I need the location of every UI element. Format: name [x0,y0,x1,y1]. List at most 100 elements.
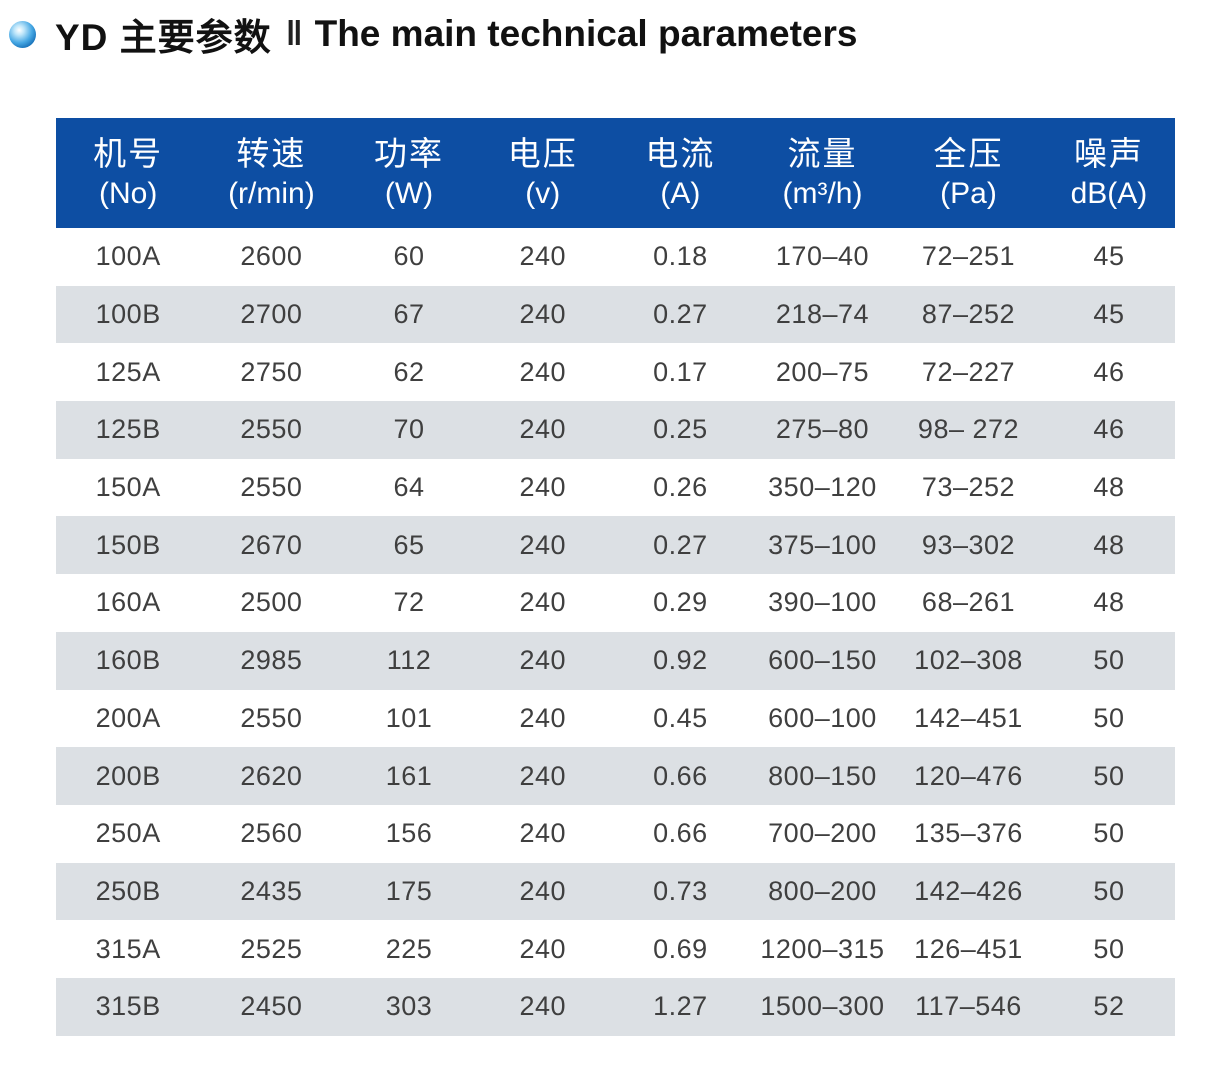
table-cell: 240 [519,241,567,272]
column-header-zh: 全压 [933,134,1004,172]
table-cell: 126–451 [914,933,1023,964]
title-english: The main technical parameters [314,13,858,54]
table-cell: 125B [95,414,161,445]
table-row: 100B 2700 67 240 0.27 218–74 87–252 45 [56,285,1175,344]
column-header-unit: (r/min) [228,176,315,210]
table-cell: 0.25 [653,414,708,445]
table-cell: 240 [519,472,567,503]
table-cell: 50 [1093,875,1125,906]
table-cell: 200B [95,760,161,791]
table-cell: 315B [95,991,161,1022]
column-header-zh: 电压 [507,134,578,172]
table-cell: 45 [1093,241,1125,272]
table-row: 250B 2435 175 240 0.73 800–200 142–426 50 [56,862,1175,921]
table-cell: 50 [1093,818,1125,849]
table-row: 125B 2550 70 240 0.25 275–80 98– 272 46 [56,401,1175,459]
table-cell: 65 [393,529,425,560]
table-cell: 2750 [240,356,303,387]
table-cell: 142–451 [914,702,1023,733]
table-cell: 800–150 [768,760,877,791]
table-cell: 2560 [240,818,303,849]
table-cell: 50 [1093,702,1125,733]
table-cell: 0.18 [653,241,708,272]
column-header-zh: 噪声 [1073,134,1144,172]
table-cell: 160B [95,645,161,676]
table-cell: 50 [1093,933,1125,964]
table-row: 315A 2525 225 240 0.69 1200–315 126–451 50 [56,920,1175,978]
table-cell: 72–251 [921,241,1016,272]
table-cell: 156 [385,818,433,849]
column-header: 转速 (r/min) [200,118,343,228]
table-cell: 142–426 [914,875,1023,906]
table-cell: 2985 [240,645,303,676]
table-cell: 240 [519,933,567,964]
table-cell: 1500–300 [760,991,885,1022]
column-header-zh: 电流 [645,134,716,172]
table-row: 200B 2620 161 240 0.66 800–150 120–476 50 [56,747,1175,805]
table-cell: 315A [95,933,161,964]
table-cell: 240 [519,529,567,560]
table-cell: 150A [95,472,161,503]
table-cell: 102–308 [914,645,1023,676]
table-cell: 120–476 [914,760,1023,791]
column-header-unit: (W) [384,176,434,210]
table-cell: 250B [95,875,161,906]
column-header-unit: (m³/h) [782,176,863,210]
table-cell: 0.66 [653,818,708,849]
table-cell: 200–75 [775,356,870,387]
column-header-zh: 功率 [374,134,445,172]
table-body: 100A 2600 60 240 0.18 170–40 72–251 45 100B 2700 6… [56,228,1175,1036]
table-cell: 2600 [240,241,303,272]
table-cell: 2450 [240,991,303,1022]
table-cell: 160A [95,587,161,618]
table-cell: 0.26 [653,472,708,503]
table-cell: 240 [519,414,567,445]
table-cell: 2700 [240,299,303,330]
table-cell: 240 [519,991,567,1022]
table-cell: 0.45 [653,702,708,733]
table-cell: 0.29 [653,587,708,618]
table-cell: 375–100 [768,529,877,560]
table-row: 315B 2450 303 240 1.27 1500–300 117–546 52 [56,977,1175,1036]
bullet-sphere-icon [9,20,36,48]
table-cell: 700–200 [768,818,877,849]
table-cell: 48 [1093,472,1125,503]
table-cell: 45 [1093,299,1125,330]
table-cell: 0.27 [653,529,708,560]
table-cell: 101 [385,702,433,733]
table-cell: 52 [1093,991,1125,1022]
table-cell: 48 [1093,587,1125,618]
table-cell: 98– 272 [917,414,1020,445]
table-cell: 48 [1093,529,1125,560]
table-cell: 67 [393,299,425,330]
table-cell: 275–80 [775,414,870,445]
table-cell: 161 [385,760,433,791]
table-cell: 0.73 [653,875,708,906]
title-separator: ‖ [285,14,303,53]
column-header: 全压 (Pa) [894,118,1043,228]
table-cell: 72–227 [921,356,1016,387]
table-cell: 350–120 [768,472,877,503]
table-cell: 50 [1093,760,1125,791]
table-cell: 240 [519,818,567,849]
table-cell: 73–252 [921,472,1016,503]
table-cell: 2550 [240,472,303,503]
table-cell: 240 [519,299,567,330]
column-header-unit: (v) [525,176,561,210]
table-cell: 70 [393,414,425,445]
title-chinese: YD 主要参数 [55,17,272,58]
table-cell: 225 [385,933,433,964]
table-cell: 2525 [240,933,303,964]
table-cell: 0.69 [653,933,708,964]
table-cell: 2550 [240,414,303,445]
table-cell: 72 [393,587,425,618]
table-cell: 62 [393,356,425,387]
table-cell: 1200–315 [760,933,885,964]
table-cell: 200A [95,702,161,733]
table-cell: 87–252 [921,299,1016,330]
table-header: 机号 (No) 转速 (r/min) 功率 (W) 电压 (v) 电流 (A) 流量 (m³/h) 全压… [56,118,1175,228]
table-cell: 390–100 [768,587,877,618]
table-row: 100A 2600 60 240 0.18 170–40 72–251 45 [56,228,1175,286]
table-cell: 240 [519,645,567,676]
